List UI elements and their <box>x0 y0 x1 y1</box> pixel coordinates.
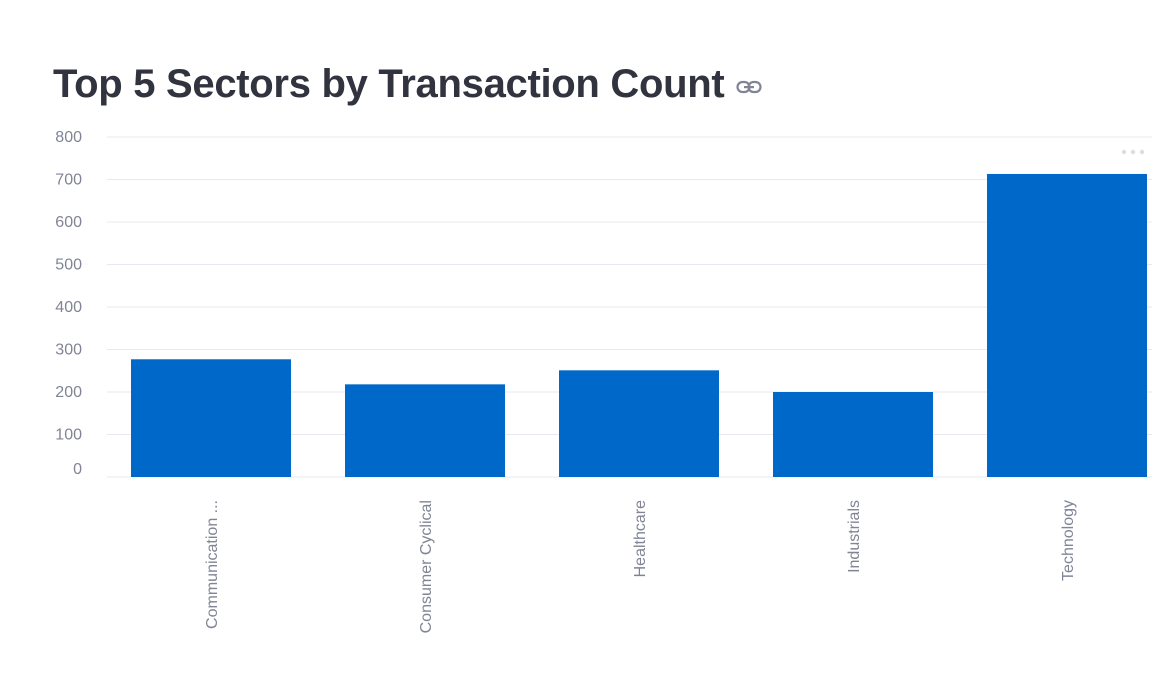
bar-chart: 0 100 200 300 400 500 600 700 800 Communication … <box>55 130 1152 633</box>
y-tick-label: 400 <box>55 299 82 316</box>
bar[interactable] <box>773 392 933 477</box>
bar[interactable] <box>345 384 505 477</box>
bar[interactable] <box>987 173 1147 477</box>
y-tick-label: 700 <box>55 172 82 189</box>
link-icon[interactable] <box>736 79 762 95</box>
bar[interactable] <box>131 359 291 477</box>
x-tick-label: Technology <box>1060 500 1077 581</box>
y-axis-ticks: 0 100 200 300 400 500 600 700 800 <box>55 130 82 478</box>
y-tick-label: 100 <box>55 427 82 444</box>
y-tick-label: 300 <box>55 342 82 359</box>
chart-header: Top 5 Sectors by Transaction Count <box>53 58 762 110</box>
bar[interactable] <box>559 370 719 477</box>
x-tick-label: Healthcare <box>632 500 649 577</box>
x-tick-label: Communication ... <box>204 500 221 629</box>
y-tick-label: 0 <box>73 461 82 478</box>
y-tick-label: 500 <box>55 257 82 274</box>
y-tick-label: 600 <box>55 214 82 231</box>
chart-title: Top 5 Sectors by Transaction Count <box>53 61 725 106</box>
y-tick-label: 800 <box>55 130 82 146</box>
bars <box>131 173 1147 477</box>
x-axis-ticks: Communication ... Consumer Cyclical Health… <box>204 500 1077 633</box>
x-tick-label: Industrials <box>846 500 863 573</box>
x-tick-label: Consumer Cyclical <box>418 500 435 633</box>
y-tick-label: 200 <box>55 384 82 401</box>
more-horizontal-icon[interactable] <box>1120 147 1146 157</box>
